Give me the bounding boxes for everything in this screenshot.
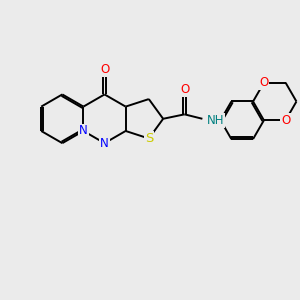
Text: N: N bbox=[100, 137, 109, 150]
Text: O: O bbox=[259, 76, 268, 89]
Text: NH: NH bbox=[207, 114, 224, 127]
Text: O: O bbox=[281, 114, 290, 127]
Text: O: O bbox=[180, 83, 189, 96]
Text: N: N bbox=[79, 124, 88, 137]
Text: O: O bbox=[100, 63, 109, 76]
Text: S: S bbox=[145, 132, 153, 145]
